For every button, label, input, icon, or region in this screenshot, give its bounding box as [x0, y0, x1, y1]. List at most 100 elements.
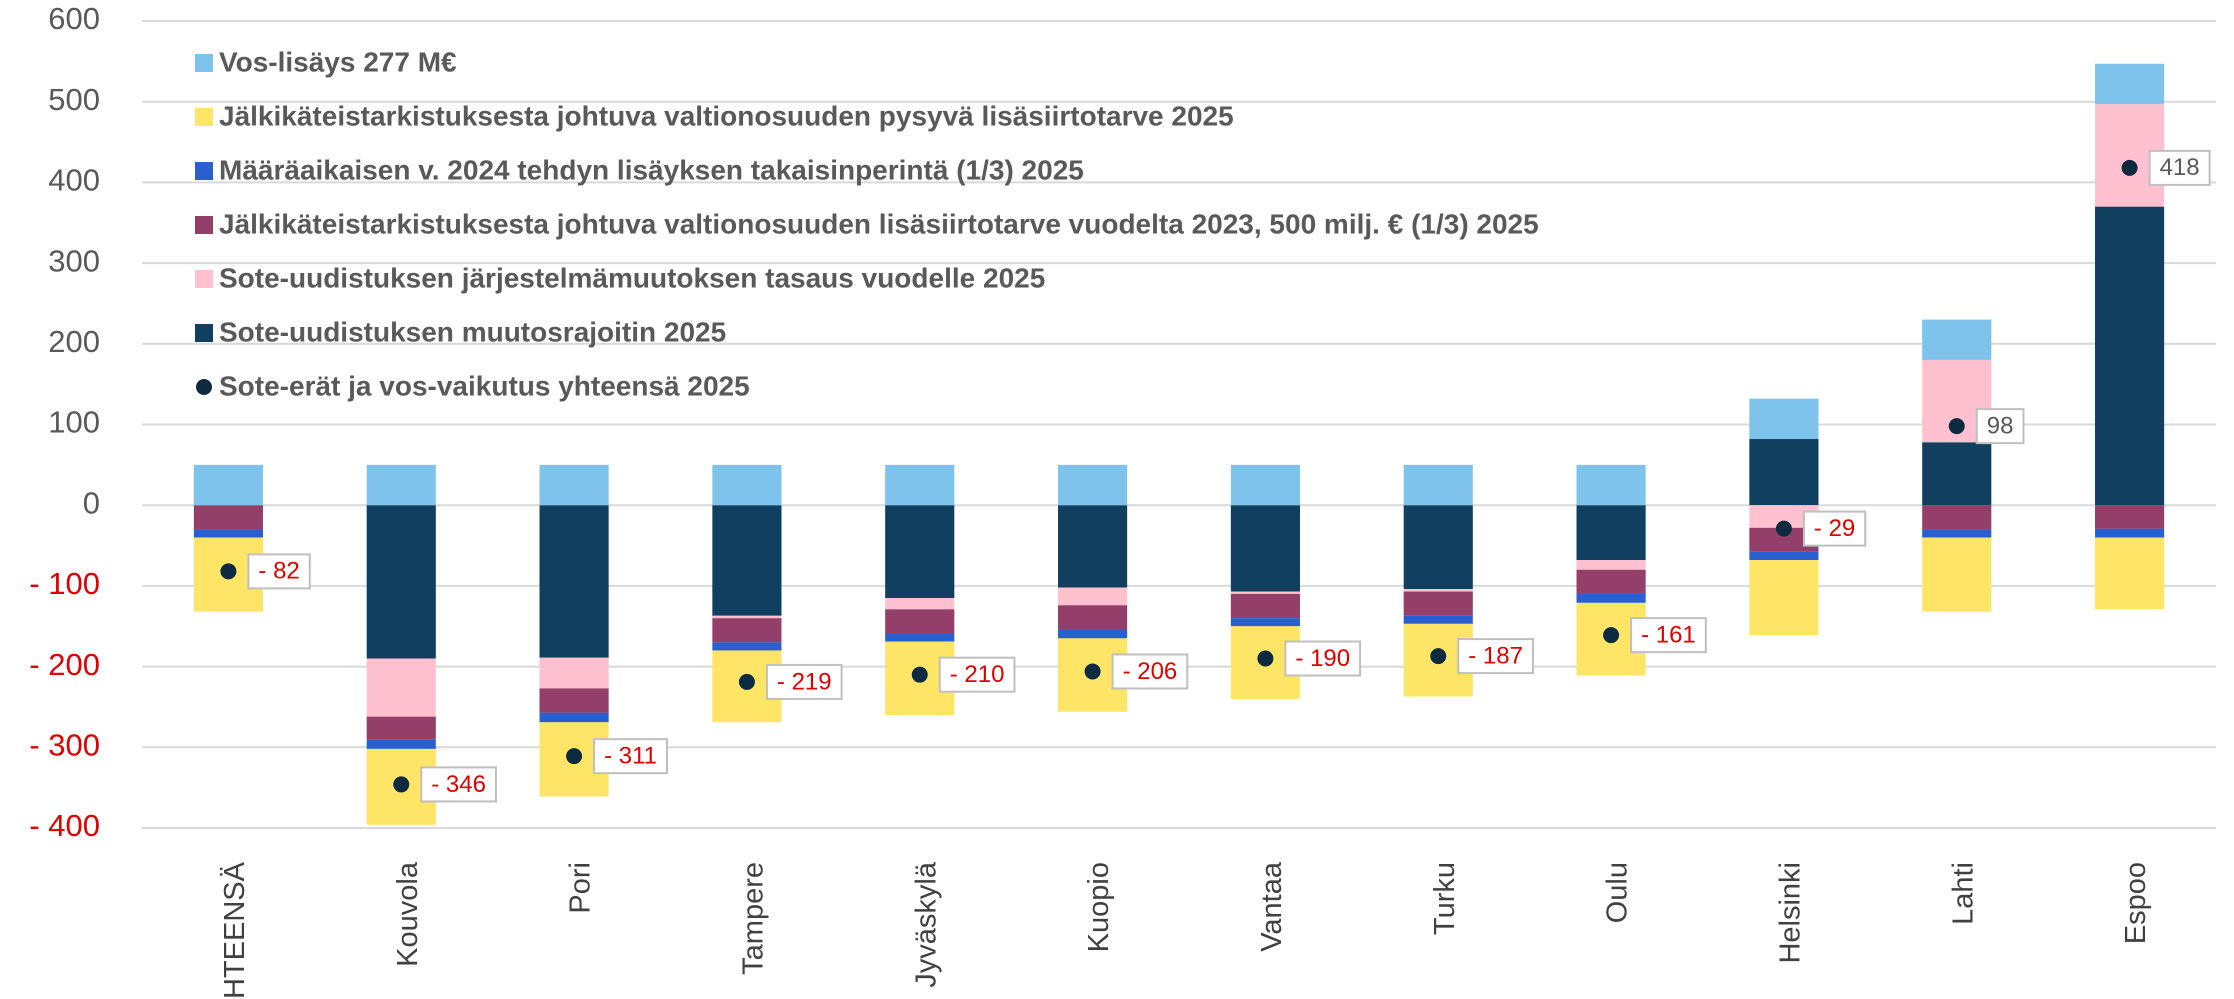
- bar-segment: [1576, 569, 1646, 594]
- bar-segment: [366, 716, 436, 740]
- bar-segment: [539, 505, 609, 658]
- bar-segment: [1576, 505, 1646, 561]
- bar-segment: [1922, 442, 1992, 506]
- bar-segment: [1403, 464, 1473, 506]
- total-marker: [1430, 648, 1447, 665]
- data-label: 418: [2160, 154, 2200, 181]
- bar-segment: [712, 642, 782, 651]
- y-tick-label: 300: [48, 243, 100, 278]
- bar-segment: [1749, 398, 1819, 440]
- data-label: - 311: [604, 743, 657, 770]
- total-marker: [1775, 520, 1792, 537]
- data-label: - 161: [1641, 621, 1696, 648]
- bar-segment: [1749, 505, 1819, 528]
- legend-label: Jälkikäteistarkistuksesta johtuva valtio…: [219, 208, 1539, 239]
- x-tick-label: Espoo: [2120, 862, 2152, 944]
- bar-segment: [366, 505, 436, 659]
- x-tick-label: Jyväskylä: [910, 861, 942, 988]
- bar-segment: [366, 464, 436, 506]
- y-tick-label: 0: [83, 485, 100, 520]
- bar-segment: [539, 712, 609, 723]
- bar-segment: [539, 464, 609, 506]
- legend-label: Vos-lisäys 277 M€: [219, 46, 457, 77]
- data-label-box: [2148, 149, 2211, 186]
- total-marker: [393, 776, 410, 793]
- total-marker: [1603, 627, 1620, 644]
- y-tick-label: - 300: [29, 727, 100, 762]
- bar-segment: [885, 609, 955, 634]
- bar-segment: [1576, 464, 1646, 506]
- legend-label: Sote-uudistuksen muutosrajoitin 2025: [219, 316, 726, 347]
- y-tick-label: 500: [48, 82, 100, 117]
- bar-segment: [1230, 505, 1300, 592]
- total-marker: [2121, 159, 2138, 176]
- data-label-box: [1975, 408, 2025, 445]
- bar-segment: [885, 598, 955, 610]
- data-label: - 219: [777, 668, 832, 695]
- bar-segment: [193, 529, 263, 538]
- bar-segment: [1058, 629, 1128, 639]
- bar-segment: [1230, 593, 1300, 619]
- bar-segment: [1403, 615, 1473, 624]
- bar-segment: [885, 505, 955, 599]
- legend-label: Sote-uudistuksen järjestelmämuutoksen ta…: [219, 262, 1045, 293]
- bar-segment: [885, 464, 955, 506]
- bar-segment: [2095, 206, 2165, 506]
- legend-swatch: [195, 54, 213, 72]
- bar-segment: [712, 464, 782, 506]
- x-tick-label: Tampere: [738, 862, 770, 975]
- bar-segment: [1749, 551, 1819, 561]
- bar-segment: [885, 633, 955, 642]
- data-label-box: [1802, 510, 1867, 547]
- bar-segment: [1749, 439, 1819, 506]
- data-label-box: [1111, 653, 1189, 690]
- legend-swatch: [195, 270, 213, 288]
- data-label-box: [420, 766, 497, 803]
- data-label-box: [1284, 640, 1362, 677]
- legend-swatch: [195, 162, 213, 180]
- bar-segment: [1058, 505, 1128, 588]
- bar-segment: [1403, 591, 1473, 616]
- data-label: - 190: [1295, 645, 1350, 672]
- y-tick-label: 600: [48, 1, 100, 36]
- bar-segment: [1058, 605, 1128, 630]
- y-tick-label: 100: [48, 405, 100, 440]
- data-label: - 346: [431, 771, 486, 798]
- legend-label: Määräaikaisen v. 2024 tehdyn lisäyksen t…: [219, 154, 1084, 185]
- bar-segment: [1058, 587, 1128, 606]
- data-label: - 210: [950, 661, 1005, 688]
- bar-segment: [539, 688, 609, 713]
- legend-swatch: [195, 324, 213, 342]
- total-marker: [1257, 650, 1274, 667]
- bar-segment: [1922, 505, 1992, 530]
- data-label: - 29: [1814, 515, 1855, 542]
- bar-segment: [1749, 527, 1819, 552]
- bar-segment: [193, 464, 263, 506]
- legend-label: Jälkikäteistarkistuksesta johtuva valtio…: [219, 100, 1234, 131]
- total-marker: [738, 673, 755, 690]
- total-marker: [1948, 418, 1965, 435]
- data-label-box: [247, 553, 311, 590]
- x-tick-label: Pori: [565, 862, 597, 914]
- bar-segment: [1576, 560, 1646, 570]
- total-marker: [1084, 663, 1101, 680]
- data-label-box: [765, 663, 843, 700]
- x-tick-label: Kuopio: [1083, 862, 1115, 952]
- legend-marker: [196, 379, 212, 395]
- bar-segment: [712, 618, 782, 643]
- bar-segment: [1403, 505, 1473, 590]
- legend-swatch: [195, 108, 213, 126]
- data-label-box: [1630, 617, 1707, 654]
- legend-label: Sote-erät ja vos-vaikutus yhteensä 2025: [219, 370, 750, 401]
- bar-segment: [2095, 537, 2165, 610]
- bar-segment: [712, 615, 782, 619]
- bar-segment: [539, 657, 609, 689]
- bar-segment: [366, 739, 436, 749]
- y-tick-label: 400: [48, 163, 100, 198]
- bar-segment: [1576, 593, 1646, 603]
- data-label: - 187: [1468, 642, 1523, 669]
- data-label-box: [938, 656, 1016, 693]
- data-label: - 206: [1123, 658, 1178, 685]
- bar-segment: [2095, 63, 2165, 105]
